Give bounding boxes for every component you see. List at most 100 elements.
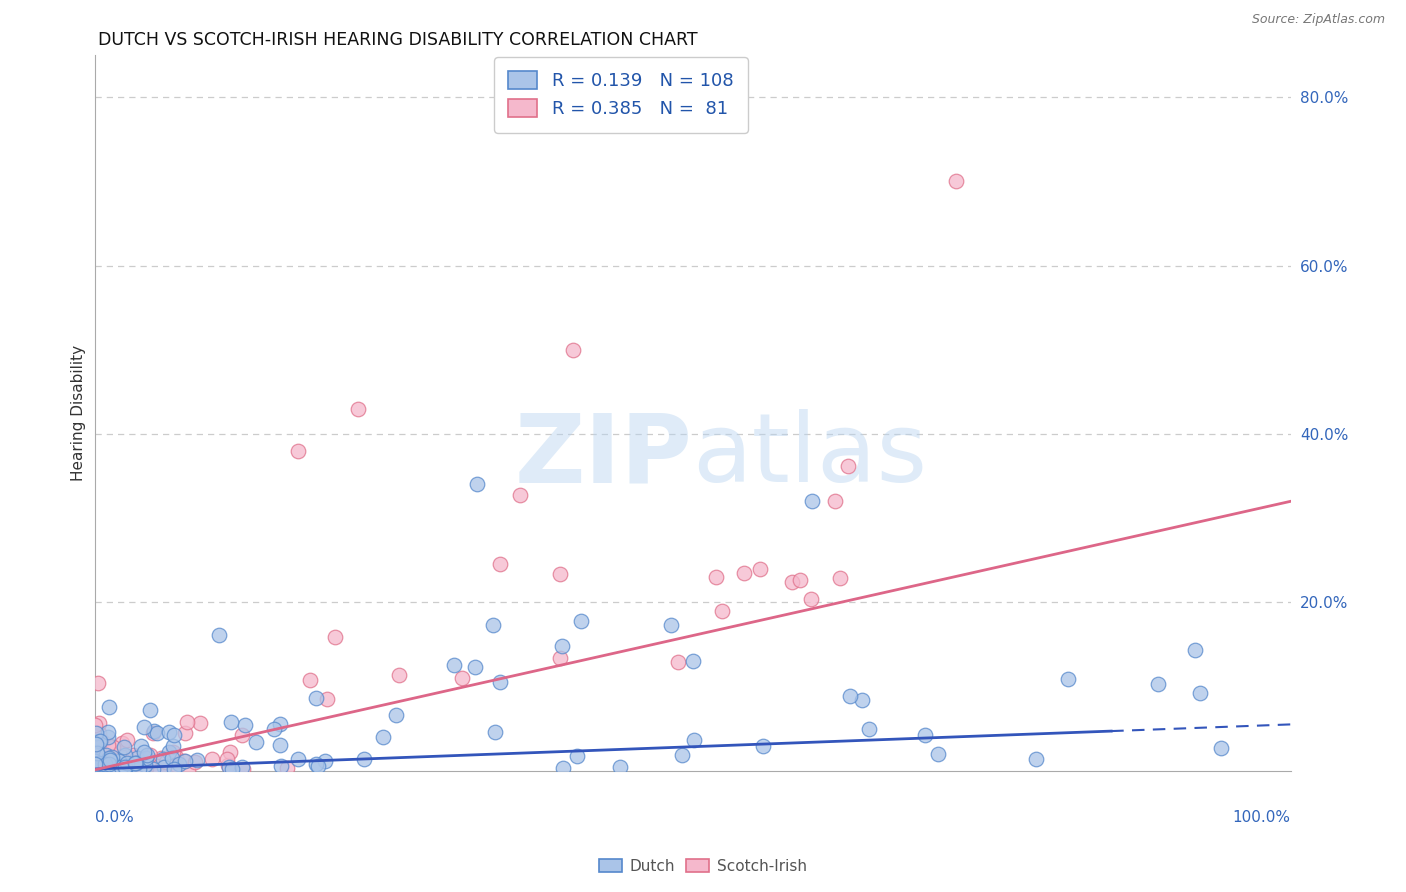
Point [221,762,243,776]
Point [188,716,211,731]
Point [682,654,704,668]
Point [1209,741,1232,756]
Point [245,735,267,749]
Legend: R = 0.139   N = 108, R = 0.385   N =  81: R = 0.139 N = 108, R = 0.385 N = 81 [494,57,748,133]
Point [115,732,138,747]
Point [177,763,200,777]
Text: DUTCH VS SCOTCH-IRISH HEARING DISABILITY CORRELATION CHART: DUTCH VS SCOTCH-IRISH HEARING DISABILITY… [98,31,697,49]
Point [129,755,152,769]
Point [353,752,375,766]
Point [482,618,505,632]
Point [682,732,704,747]
Point [112,740,135,755]
Point [851,693,873,707]
Point [388,667,411,681]
Point [90,753,112,767]
Point [323,630,346,644]
Point [83,756,105,771]
Point [114,760,136,774]
Point [711,604,734,618]
Point [114,759,136,773]
Point [87,716,110,731]
Point [232,762,254,776]
Point [84,737,107,751]
Point [509,488,531,502]
Point [112,760,135,774]
Point [489,675,512,690]
Point [305,756,328,771]
Point [186,753,208,767]
Point [86,759,108,773]
Point [314,754,336,768]
Point [385,707,408,722]
Point [86,745,108,759]
Point [125,756,148,770]
Point [120,756,142,771]
Point [789,573,811,587]
Point [101,739,124,754]
Point [97,725,120,739]
Point [749,562,772,576]
Point [1147,677,1170,691]
Text: atlas: atlas [693,409,928,502]
Point [163,762,186,776]
Point [131,761,153,775]
Point [142,726,165,740]
Point [94,757,117,772]
Point [84,763,107,777]
Point [129,739,152,753]
Point [287,443,309,458]
Point [565,748,588,763]
Point [828,571,851,585]
Point [86,758,108,772]
Point [464,659,486,673]
Point [176,715,198,730]
Point [484,725,506,739]
Point [233,718,256,732]
Point [96,759,118,773]
Point [218,760,240,774]
Legend: Dutch, Scotch-Irish: Dutch, Scotch-Irish [593,853,813,880]
Point [551,762,574,776]
Point [93,755,115,769]
Point [157,745,180,759]
Point [801,494,824,508]
Point [162,739,184,753]
Point [87,756,110,770]
Point [167,757,190,772]
Point [97,730,120,744]
Text: ZIP: ZIP [515,409,693,502]
Point [91,760,114,774]
Point [89,756,111,770]
Point [86,751,108,765]
Point [800,592,823,607]
Point [839,689,862,703]
Point [465,477,488,491]
Point [83,718,105,732]
Point [98,699,121,714]
Point [174,726,197,740]
Point [90,759,112,773]
Point [163,728,186,742]
Point [824,494,846,508]
Point [165,757,187,772]
Point [100,749,122,764]
Point [84,756,107,770]
Point [184,756,207,770]
Point [569,614,592,628]
Point [305,690,328,705]
Point [122,749,145,764]
Point [207,628,229,642]
Point [98,753,121,767]
Point [858,723,880,737]
Point [90,756,112,771]
Point [84,759,107,773]
Point [287,752,309,766]
Point [562,343,585,357]
Point [145,726,167,740]
Point [162,745,184,759]
Point [134,720,156,734]
Point [173,754,195,768]
Point [84,756,107,770]
Point [97,756,120,771]
